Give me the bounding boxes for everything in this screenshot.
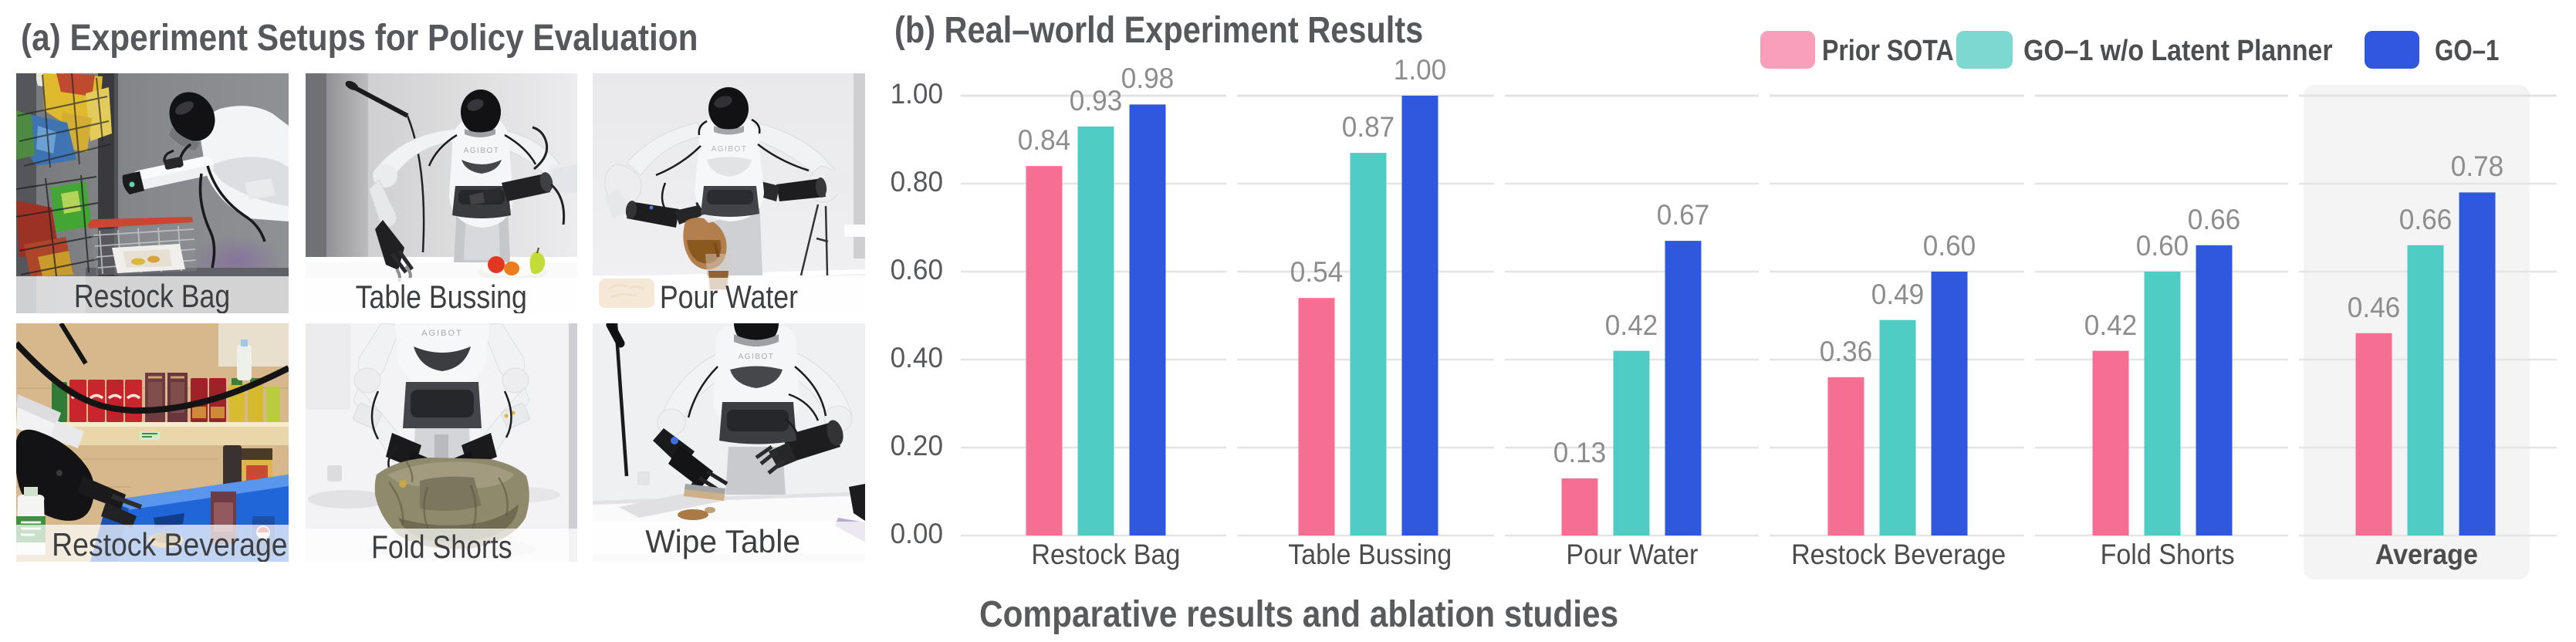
svg-text:AGIBOT: AGIBOT — [739, 353, 775, 361]
svg-text:AGIBOT: AGIBOT — [712, 145, 748, 154]
svg-text:AGIBOT: AGIBOT — [421, 329, 463, 338]
svg-text:AGIBOT: AGIBOT — [464, 147, 500, 155]
